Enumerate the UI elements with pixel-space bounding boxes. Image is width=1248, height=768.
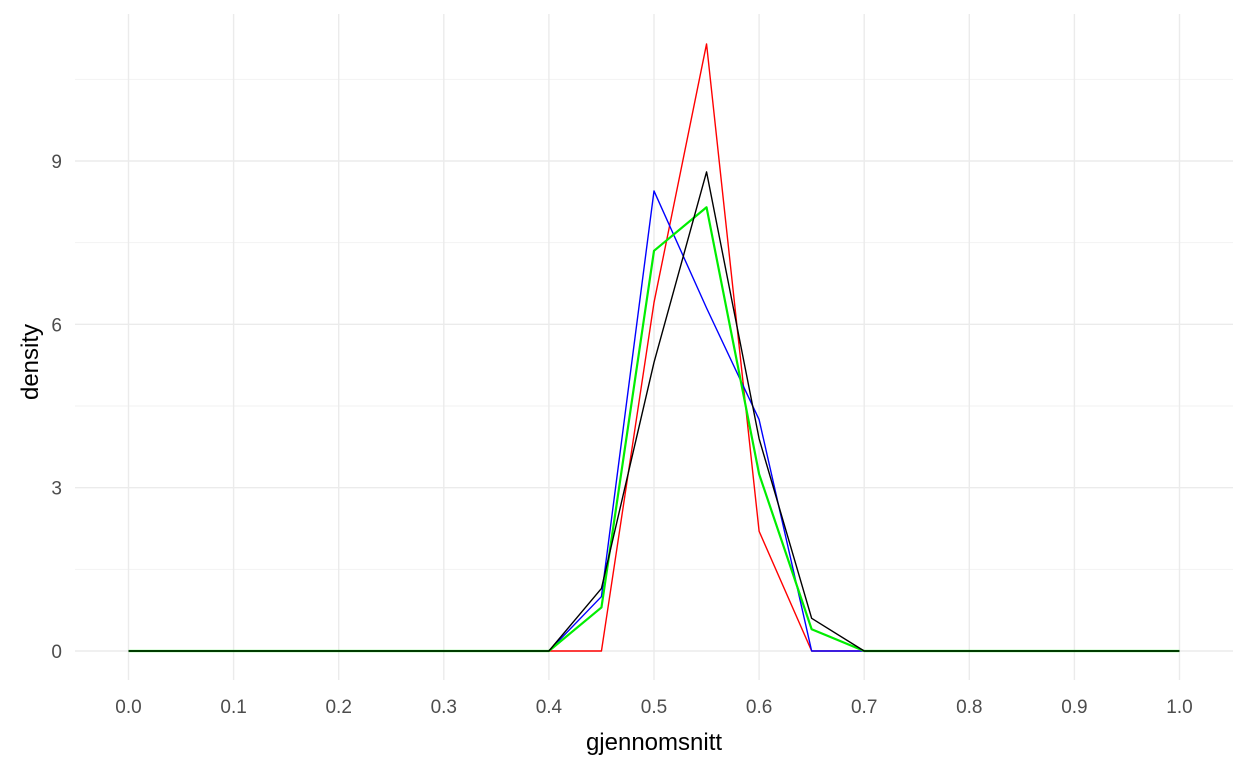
series-line-4 — [128, 171, 1180, 652]
x-tick-label: 0.2 — [325, 697, 351, 718]
x-tick-label: 0.8 — [956, 697, 982, 718]
x-tick-label: 0.0 — [115, 697, 141, 718]
x-axis-title: gjennomsnitt — [586, 729, 722, 756]
y-tick-label: 9 — [51, 152, 62, 173]
x-axis-tick-labels: 0.0 0.1 0.2 0.3 0.4 0.5 0.6 0.7 0.8 0.9 1.0 — [115, 697, 1192, 718]
y-tick-label: 0 — [51, 642, 62, 663]
x-tick-label: 0.5 — [641, 697, 667, 718]
x-tick-label: 0.6 — [746, 697, 772, 718]
x-tick-label: 0.9 — [1061, 697, 1087, 718]
x-tick-label: 0.1 — [220, 697, 246, 718]
y-axis-tick-labels: 0 3 6 9 — [51, 152, 62, 663]
series-lines — [128, 43, 1180, 653]
y-tick-label: 3 — [51, 479, 62, 500]
x-tick-label: 1.0 — [1166, 697, 1192, 718]
x-tick-label: 0.4 — [536, 697, 563, 718]
y-tick-label: 6 — [51, 315, 62, 336]
major-gridlines — [75, 14, 1233, 680]
x-tick-label: 0.7 — [851, 697, 877, 718]
y-axis-title: density — [17, 324, 44, 400]
x-tick-label: 0.3 — [431, 697, 457, 718]
